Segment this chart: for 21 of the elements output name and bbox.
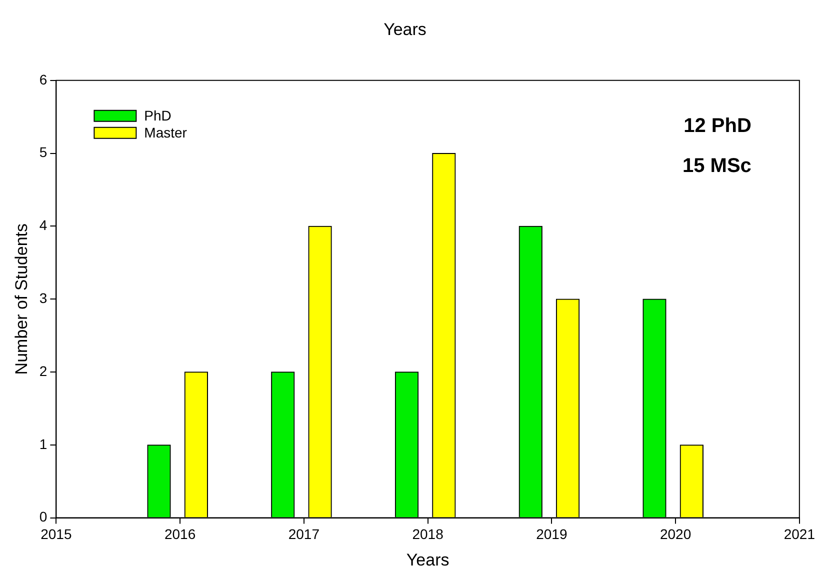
x-axis-title: Years <box>406 550 450 570</box>
y-tick-label: 1 <box>39 436 48 452</box>
annotation: 12 PhD <box>684 114 752 137</box>
y-tick-label: 6 <box>39 71 48 88</box>
y-tick-label: 0 <box>39 508 48 525</box>
annotation: 15 MSc <box>682 154 752 177</box>
x-tick-label: 2018 <box>412 526 444 542</box>
x-tick-label: 2016 <box>164 526 196 542</box>
y-tick-label: 5 <box>39 144 48 160</box>
legend-label: PhD <box>144 107 172 124</box>
x-tick-label: 2021 <box>784 526 816 542</box>
chart-title: Years <box>384 20 426 39</box>
y-tick-label: 4 <box>39 217 48 234</box>
y-tick-label: 2 <box>39 362 48 379</box>
x-tick-label: 2019 <box>536 526 568 542</box>
x-tick-label: 2020 <box>660 526 692 542</box>
x-tick-label: 2017 <box>288 526 320 542</box>
legend-label: Master <box>144 124 188 140</box>
y-tick-label: 3 <box>39 290 48 306</box>
y-axis-title: Number of Students <box>12 224 31 375</box>
x-tick-label: 2015 <box>40 526 72 542</box>
